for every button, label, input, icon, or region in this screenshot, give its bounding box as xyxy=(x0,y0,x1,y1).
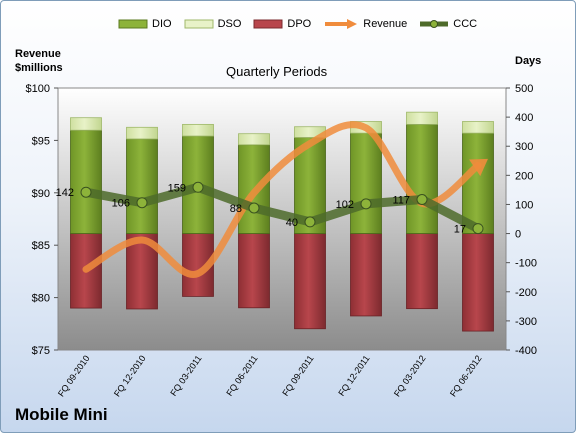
ccc-data-label: 117 xyxy=(392,194,410,206)
bar-dpo xyxy=(238,233,270,309)
category-label: FQ 09-2010 xyxy=(56,353,92,398)
bar-dio xyxy=(406,123,438,234)
ccc-point xyxy=(80,186,92,198)
legend-label-ccc: CCC xyxy=(453,18,478,30)
legend-item-ccc: CCC xyxy=(419,18,477,30)
right-tick-label: -100 xyxy=(515,258,537,270)
right-tick-label: 500 xyxy=(515,83,533,95)
ccc-data-label: 40 xyxy=(286,217,298,229)
ccc-point xyxy=(360,198,372,210)
legend-label-dio: DIO xyxy=(152,18,172,30)
bar-dso xyxy=(462,121,494,134)
bar-dso xyxy=(126,126,158,140)
legend-label-dso: DSO xyxy=(217,18,242,30)
legend-swatch-dio xyxy=(118,19,148,29)
left-tick-label: $95 xyxy=(32,135,50,147)
legend-item-dio: DIO xyxy=(118,18,172,30)
ccc-data-label: 102 xyxy=(336,199,354,211)
left-tick-label: $75 xyxy=(32,345,50,357)
legend-item-revenue: Revenue xyxy=(323,18,407,30)
bar-dio xyxy=(126,138,158,234)
legend-label-revenue: Revenue xyxy=(363,18,408,30)
left-tick-label: $90 xyxy=(32,188,50,200)
bar-dio xyxy=(350,132,382,234)
company-name: Mobile Mini xyxy=(15,405,108,424)
legend-swatch-dso xyxy=(184,19,214,29)
bar-dso xyxy=(70,117,102,131)
ccc-data-label: 106 xyxy=(112,198,130,210)
right-tick-label: -400 xyxy=(515,345,537,357)
legend-swatch-dpo xyxy=(253,19,283,29)
ccc-data-label: 88 xyxy=(230,203,242,215)
legend-swatch-ccc xyxy=(420,20,449,28)
category-label: FQ 12-2011 xyxy=(336,353,371,398)
ccc-data-label: 17 xyxy=(454,224,466,236)
legend-label-dpo: DPO xyxy=(287,18,312,30)
category-label: FQ 03-2011 xyxy=(168,353,203,398)
right-axis-title: Days xyxy=(515,55,542,67)
ccc-line xyxy=(85,182,481,233)
legend-item-dpo: DPO xyxy=(253,18,311,30)
right-tick-label: 100 xyxy=(515,199,533,211)
bar-dso xyxy=(182,123,214,137)
left-tick-label: $100 xyxy=(26,83,50,95)
category-label: FQ 09-2011 xyxy=(280,353,315,398)
left-axis-title: Revenue $millions xyxy=(15,48,63,74)
bar-dpo xyxy=(350,233,382,317)
revenue-arrowhead xyxy=(469,158,488,177)
category-label: FQ 06-2012 xyxy=(448,353,484,398)
right-tick-label: 400 xyxy=(515,112,533,124)
bar-dio xyxy=(70,129,102,234)
category-label: FQ 03-2012 xyxy=(392,353,428,398)
right-tick-label: 0 xyxy=(515,229,521,241)
ccc-point xyxy=(416,193,428,205)
legend-swatch-revenue xyxy=(325,19,358,29)
chart-title: Quarterly Periods xyxy=(226,64,328,79)
legend: DIO DSO DPO Revenue CCC xyxy=(118,15,489,33)
bar-dso xyxy=(238,133,270,146)
legend-item-dso: DSO xyxy=(184,18,242,30)
right-tick-label: -300 xyxy=(515,316,537,328)
bar-dpo xyxy=(406,233,438,310)
category-label: FQ 12-2010 xyxy=(112,353,148,398)
ccc-data-label: 142 xyxy=(56,187,74,199)
category-label: FQ 06-2011 xyxy=(224,353,259,398)
bar-dpo xyxy=(462,233,494,332)
bar-dpo xyxy=(294,233,326,330)
ccc-point xyxy=(192,181,204,193)
left-tick-label: $80 xyxy=(32,293,50,305)
left-tick-label: $85 xyxy=(32,240,50,252)
ccc-point xyxy=(248,202,260,214)
ccc-data-label: 159 xyxy=(168,182,186,194)
right-tick-label: 200 xyxy=(515,170,533,182)
bar-dso xyxy=(406,111,438,125)
ccc-point xyxy=(304,216,316,228)
bar-dio xyxy=(462,132,494,234)
ccc-point xyxy=(136,197,148,209)
right-tick-label: -200 xyxy=(515,287,537,299)
right-tick-label: 300 xyxy=(515,141,533,153)
ccc-point xyxy=(472,223,484,235)
